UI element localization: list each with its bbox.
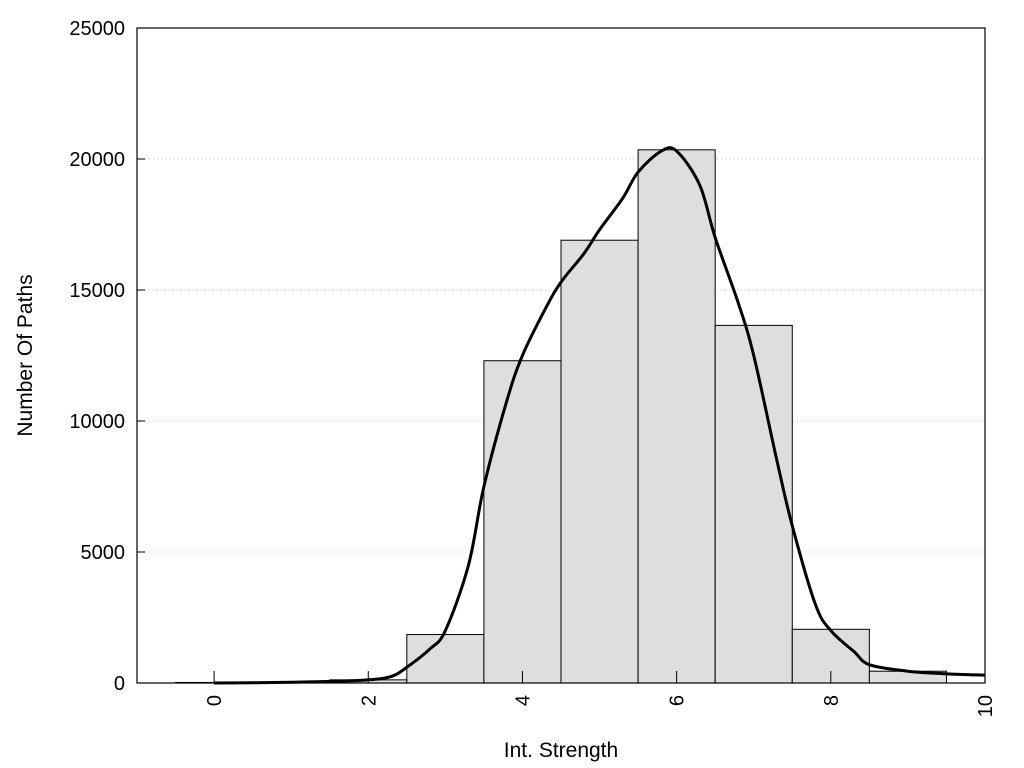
x-tick-label-3: 6 xyxy=(667,695,689,706)
y-tick-label-4: 20000 xyxy=(69,149,125,171)
plot-frame xyxy=(136,27,986,684)
x-tick-label-5: 10 xyxy=(975,695,997,717)
x-axis-label: Int. Strength xyxy=(504,739,618,762)
bar-6 xyxy=(637,149,716,684)
bar-7 xyxy=(714,324,793,684)
y-axis-label: Number Of Paths xyxy=(14,274,37,436)
x-tick-label-0: 0 xyxy=(204,695,226,706)
ticks: 0 5000 10000 15000 20000 25000 0 2 4 6 8 10 xyxy=(69,18,997,717)
x-tick-label-2: 4 xyxy=(512,695,534,706)
density-curve-line xyxy=(214,146,986,685)
bar-4 xyxy=(483,360,562,684)
x-tick-label-1: 2 xyxy=(358,695,380,706)
bar-5 xyxy=(560,239,639,684)
bars xyxy=(175,149,947,684)
y-tick-label-3: 15000 xyxy=(69,280,125,302)
density-curve xyxy=(214,146,986,685)
y-tick-label-1: 5000 xyxy=(81,542,126,564)
x-tick-label-4: 8 xyxy=(821,695,843,706)
y-tick-label-0: 0 xyxy=(114,673,125,695)
y-tick-label-5: 25000 xyxy=(69,18,125,40)
y-tick-label-2: 10000 xyxy=(69,411,125,433)
